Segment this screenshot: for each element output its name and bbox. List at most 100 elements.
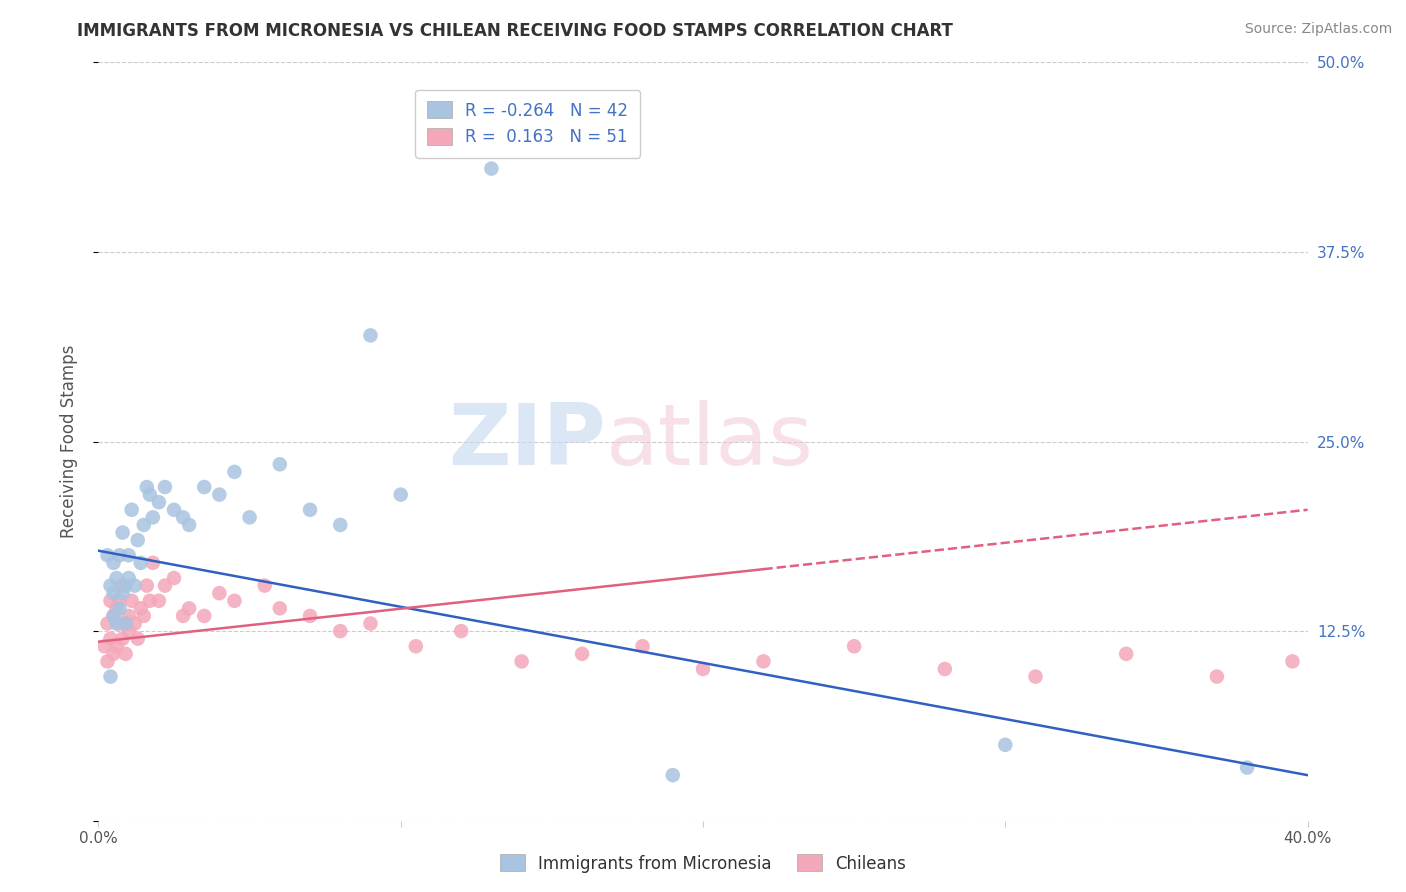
Point	[105, 601, 128, 615]
Point	[481, 161, 503, 176]
Point	[135, 480, 157, 494]
Point	[661, 768, 683, 782]
Point	[108, 548, 131, 563]
Text: Source: ZipAtlas.com: Source: ZipAtlas.com	[1244, 22, 1392, 37]
Point	[118, 624, 141, 639]
Point	[1206, 669, 1229, 683]
Point	[253, 579, 276, 593]
Point	[994, 738, 1017, 752]
Point	[844, 639, 866, 653]
Point	[96, 655, 118, 669]
Point	[103, 608, 125, 623]
Legend: Immigrants from Micronesia, Chileans: Immigrants from Micronesia, Chileans	[494, 847, 912, 880]
Point	[934, 662, 956, 676]
Point	[118, 548, 141, 563]
Point	[103, 586, 125, 600]
Point	[111, 632, 134, 646]
Point	[111, 579, 134, 593]
Point	[172, 510, 194, 524]
Point	[127, 632, 149, 646]
Point	[360, 328, 382, 343]
Point	[208, 487, 231, 501]
Point	[142, 510, 165, 524]
Point	[100, 579, 122, 593]
Point	[405, 639, 427, 653]
Point	[571, 647, 593, 661]
Point	[111, 586, 134, 600]
Point	[105, 639, 128, 653]
Point	[193, 480, 215, 494]
Point	[329, 517, 352, 532]
Point	[114, 616, 136, 631]
Legend: R = -0.264   N = 42, R =  0.163   N = 51: R = -0.264 N = 42, R = 0.163 N = 51	[415, 90, 640, 158]
Point	[100, 669, 122, 683]
Point	[239, 510, 262, 524]
Point	[179, 517, 201, 532]
Point	[96, 616, 118, 631]
Point	[1024, 669, 1046, 683]
Point	[142, 556, 165, 570]
Point	[224, 465, 246, 479]
Point	[124, 579, 146, 593]
Point	[148, 495, 170, 509]
Point	[1236, 760, 1258, 774]
Point	[172, 608, 194, 623]
Point	[132, 517, 155, 532]
Point	[1281, 655, 1303, 669]
Point	[163, 503, 186, 517]
Point	[208, 586, 231, 600]
Point	[360, 616, 382, 631]
Point	[752, 655, 775, 669]
Point	[96, 548, 118, 563]
Point	[129, 601, 152, 615]
Point	[1115, 647, 1137, 661]
Point	[100, 594, 122, 608]
Point	[111, 525, 134, 540]
Point	[269, 601, 291, 615]
Point	[153, 480, 176, 494]
Point	[103, 647, 125, 661]
Point	[329, 624, 352, 639]
Point	[179, 601, 201, 615]
Point	[148, 594, 170, 608]
Point	[139, 594, 162, 608]
Point	[127, 533, 149, 548]
Point	[108, 601, 131, 615]
Point	[135, 579, 157, 593]
Point	[692, 662, 714, 676]
Point	[631, 639, 654, 653]
Point	[100, 632, 122, 646]
Point	[139, 487, 162, 501]
Point	[114, 579, 136, 593]
Point	[510, 655, 533, 669]
Point	[105, 616, 128, 631]
Point	[108, 594, 131, 608]
Point	[121, 503, 143, 517]
Point	[269, 458, 291, 472]
Point	[163, 571, 186, 585]
Point	[132, 608, 155, 623]
Point	[299, 608, 322, 623]
Point	[153, 579, 176, 593]
Point	[114, 647, 136, 661]
Point	[224, 594, 246, 608]
Point	[108, 616, 131, 631]
Point	[450, 624, 472, 639]
Text: ZIP: ZIP	[449, 400, 606, 483]
Point	[124, 616, 146, 631]
Y-axis label: Receiving Food Stamps: Receiving Food Stamps	[59, 345, 77, 538]
Point	[118, 608, 141, 623]
Text: IMMIGRANTS FROM MICRONESIA VS CHILEAN RECEIVING FOOD STAMPS CORRELATION CHART: IMMIGRANTS FROM MICRONESIA VS CHILEAN RE…	[77, 22, 953, 40]
Text: atlas: atlas	[606, 400, 814, 483]
Point	[121, 594, 143, 608]
Point	[299, 503, 322, 517]
Point	[114, 616, 136, 631]
Point	[118, 571, 141, 585]
Point	[103, 608, 125, 623]
Point	[103, 556, 125, 570]
Point	[129, 556, 152, 570]
Point	[193, 608, 215, 623]
Point	[93, 639, 115, 653]
Point	[105, 571, 128, 585]
Point	[389, 487, 412, 501]
